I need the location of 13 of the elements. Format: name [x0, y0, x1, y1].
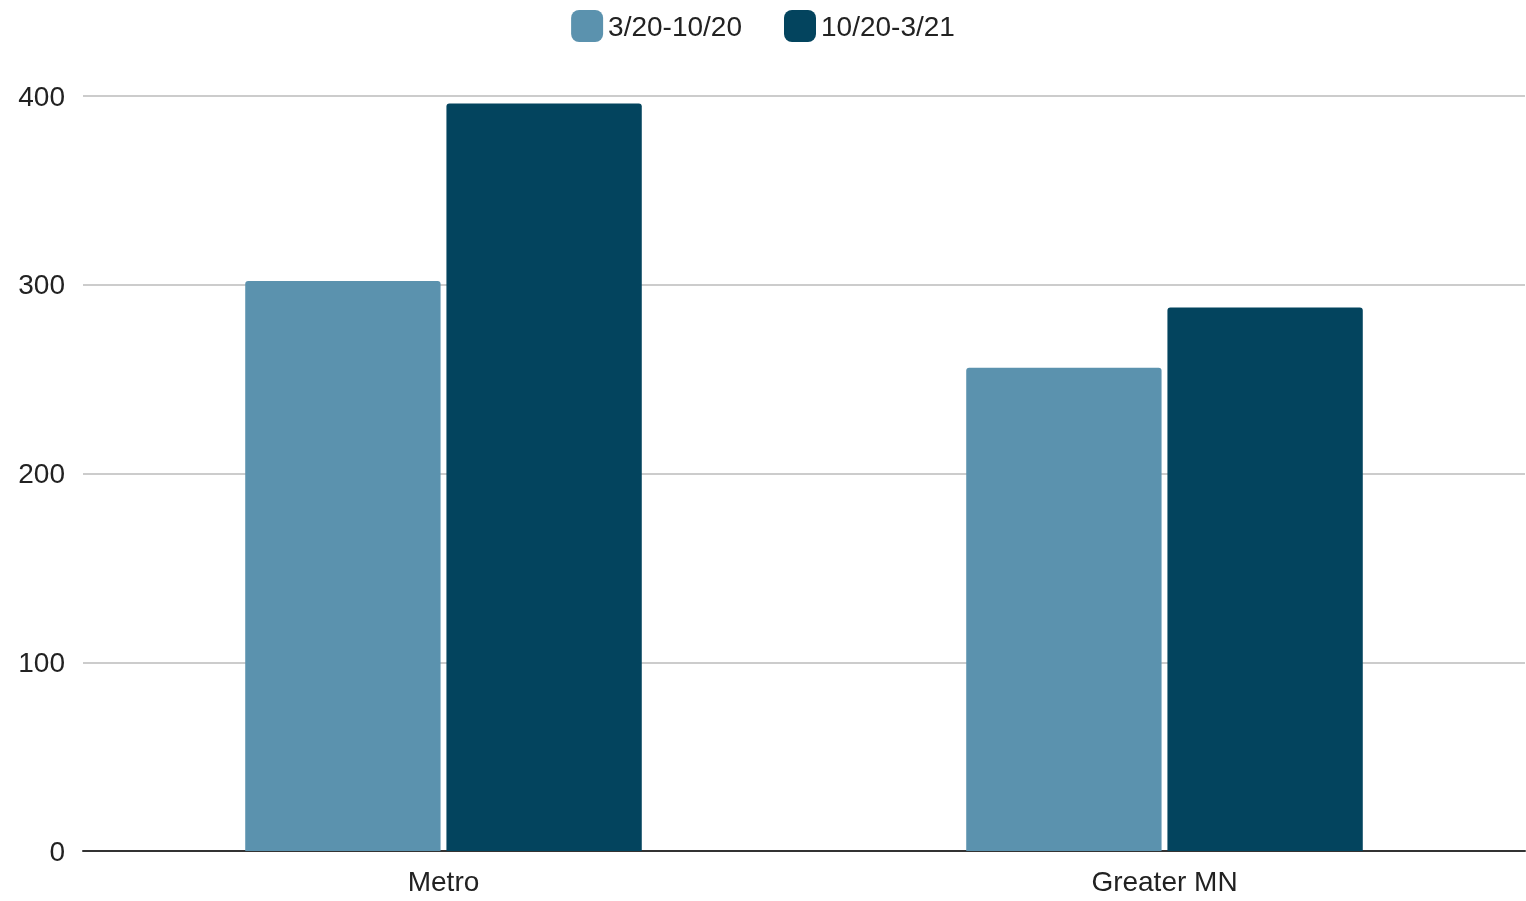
legend-label: 10/20-3/21: [821, 10, 955, 42]
y-tick-label: 400: [18, 80, 65, 112]
bar: [446, 103, 642, 851]
y-tick-label: 200: [18, 458, 65, 489]
bar: [966, 367, 1162, 851]
bar: [1167, 307, 1363, 851]
x-tick-label: Metro: [407, 865, 480, 897]
bar: [245, 280, 441, 851]
y-tick-label: 0: [49, 835, 65, 867]
y-tick-label: 100: [18, 646, 65, 678]
x-tick-label: Greater MN: [1091, 865, 1238, 897]
y-tick-label: 300: [18, 269, 65, 301]
legend-label: 3/20-10/20: [608, 10, 742, 42]
